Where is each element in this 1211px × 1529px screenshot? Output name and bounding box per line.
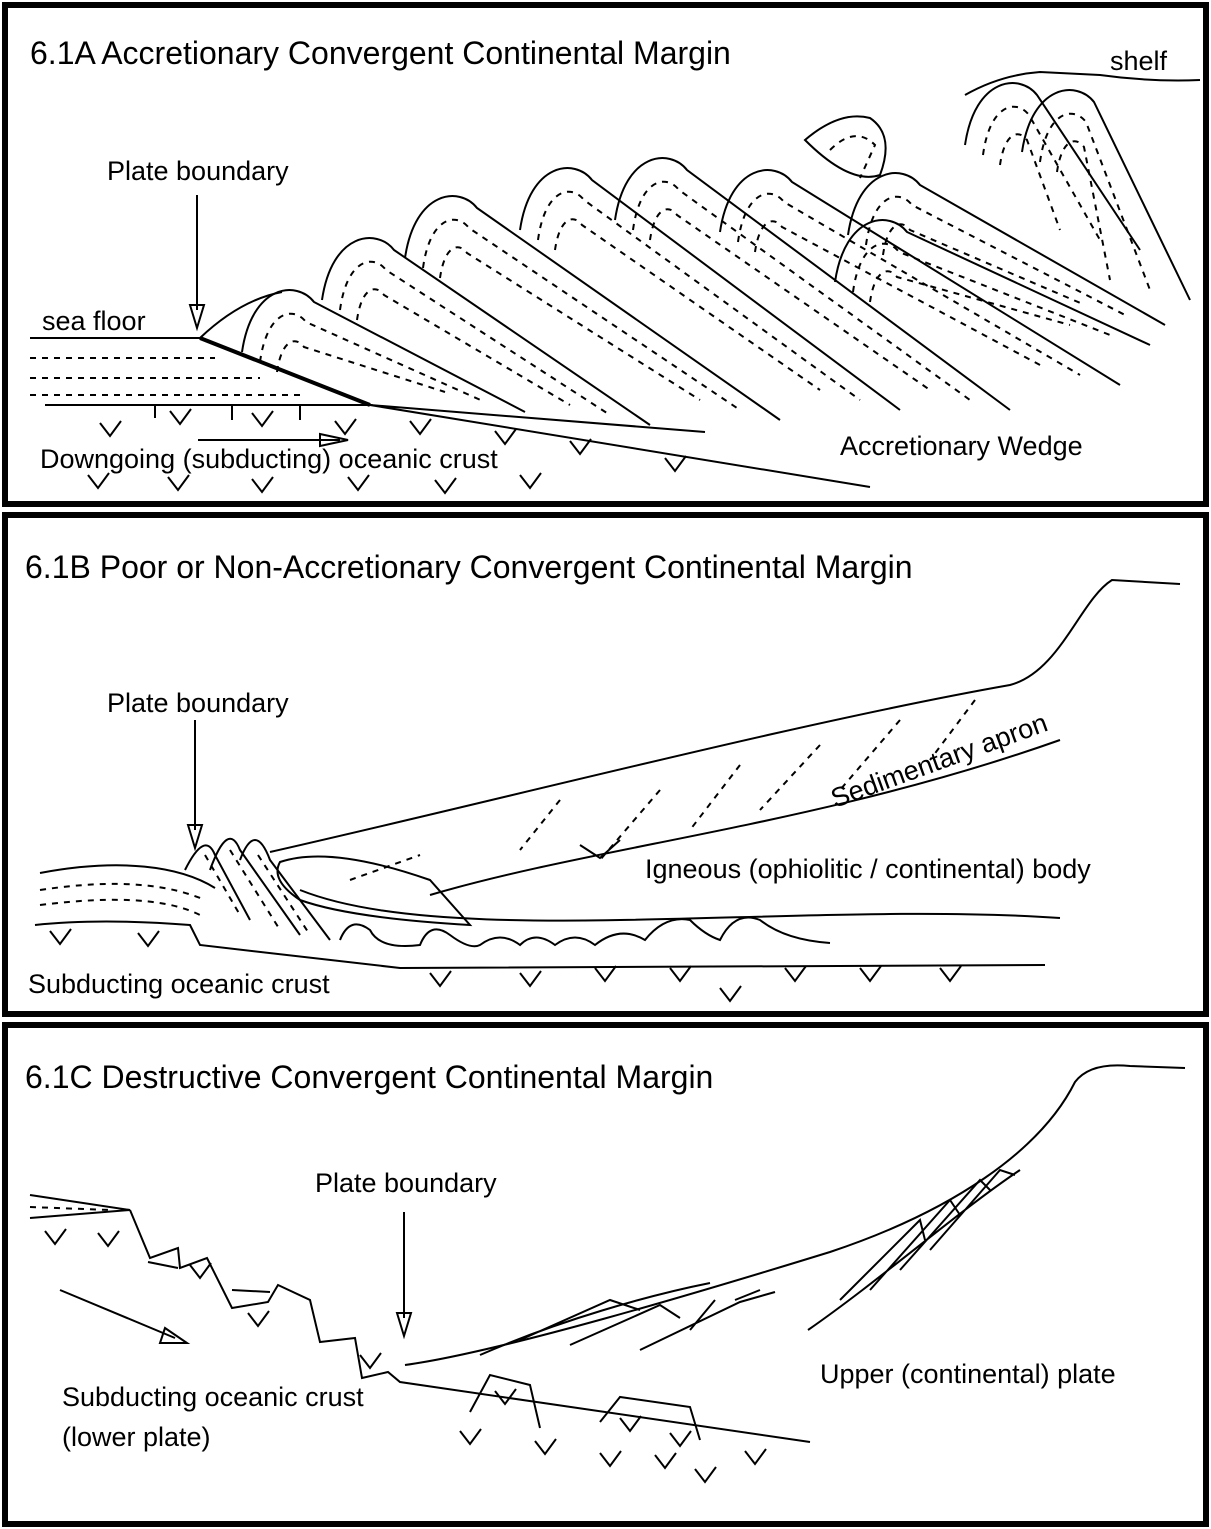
crust-symbol — [347, 474, 370, 492]
panel-title: 6.1C Destructive Convergent Continental … — [25, 1059, 713, 1095]
label: Subducting oceanic crust — [62, 1382, 364, 1412]
fold-bedding — [999, 133, 1061, 231]
crust-symbol — [429, 970, 452, 988]
fold-bedding — [982, 105, 1101, 241]
fold-bedding — [537, 190, 861, 401]
fold-bedding — [882, 223, 1086, 306]
fold-bedding — [276, 340, 446, 393]
panel-title: 6.1B Poor or Non-Accretionary Convergent… — [25, 549, 913, 585]
fold-bedding — [259, 312, 486, 403]
fold-bedding — [865, 195, 1126, 316]
label: Subducting oceanic crust — [28, 969, 330, 999]
crust-symbol — [599, 1450, 622, 1468]
crust-symbol — [519, 970, 542, 988]
fold — [964, 82, 1141, 251]
crust-symbol — [569, 438, 592, 456]
label: Downgoing (subducting) oceanic crust — [40, 444, 498, 474]
crust-symbol — [334, 418, 357, 436]
crust-symbol — [169, 408, 192, 426]
fold — [614, 157, 1011, 411]
crust-symbol — [784, 965, 807, 983]
crust-symbol — [44, 1228, 67, 1246]
label: Sedimentary apron — [827, 707, 1052, 813]
crust-symbol — [251, 410, 274, 428]
crust-symbol — [251, 476, 274, 494]
crust-symbol — [459, 1428, 482, 1446]
crust-symbol — [409, 418, 432, 436]
label: Upper (continental) plate — [820, 1359, 1116, 1389]
crust-symbol — [619, 1415, 642, 1433]
fold-bedding — [422, 218, 741, 411]
fold-bedding — [632, 180, 971, 401]
crust-symbol — [534, 1438, 557, 1456]
crust-symbol — [434, 477, 457, 495]
fold-bedding — [1039, 112, 1151, 291]
crust-symbol — [97, 1230, 120, 1248]
fold — [1021, 89, 1191, 301]
label: Plate boundary — [107, 688, 289, 718]
fold-bedding — [649, 208, 931, 391]
label: Igneous (ophiolitic / continental) body — [645, 854, 1091, 884]
panel-c-geology — [29, 1064, 1186, 1443]
crust-symbol — [137, 930, 160, 948]
crust-symbol — [167, 474, 190, 492]
label: Accretionary Wedge — [840, 431, 1083, 461]
crust-symbol — [519, 472, 542, 490]
fold — [321, 237, 651, 426]
crust-symbol — [247, 1310, 270, 1328]
panel-a-geology — [30, 70, 1201, 488]
fold — [519, 167, 901, 411]
crust-symbol — [494, 1388, 517, 1406]
crust-symbol — [694, 1466, 717, 1484]
label: shelf — [1110, 46, 1168, 76]
fold — [719, 169, 1121, 386]
fold-bedding — [754, 220, 1041, 366]
panel-frame — [2, 2, 1209, 507]
crust-symbol — [189, 1262, 212, 1280]
fold-bedding — [1056, 140, 1111, 281]
fold-bedding — [554, 218, 821, 391]
crust-symbol — [669, 965, 692, 983]
crust-symbol — [494, 428, 517, 446]
label: Plate boundary — [315, 1168, 497, 1198]
fold-bedding — [852, 242, 1111, 336]
crust-symbol — [669, 1430, 692, 1448]
label: Plate boundary — [107, 156, 289, 186]
crust-symbol — [719, 985, 742, 1003]
crust-symbol — [359, 1352, 382, 1370]
crust-symbol — [744, 1448, 767, 1466]
fold-bedding — [356, 288, 571, 406]
crust-symbol — [99, 420, 122, 438]
panel-frame — [2, 1022, 1209, 1527]
fold-bedding — [737, 192, 1081, 376]
crust-symbol — [594, 965, 617, 983]
fold-bedding — [439, 246, 701, 401]
fold — [241, 289, 526, 413]
panel-title: 6.1A Accretionary Convergent Continental… — [30, 35, 731, 71]
crust-symbol — [654, 1452, 677, 1470]
fold-bedding — [339, 260, 611, 416]
fold-bedding — [869, 270, 1071, 326]
crust-symbol — [664, 455, 687, 473]
panel-b-geology — [34, 578, 1181, 970]
fold — [847, 172, 1166, 326]
crust-symbol — [49, 928, 72, 946]
crust-symbol — [859, 965, 882, 983]
fold — [404, 195, 781, 421]
panel-frame — [2, 512, 1209, 1017]
crust-symbol — [87, 472, 110, 490]
crust-symbol — [939, 965, 962, 983]
label: (lower plate) — [62, 1422, 211, 1452]
fold — [834, 219, 1151, 346]
label: sea floor — [42, 306, 146, 336]
